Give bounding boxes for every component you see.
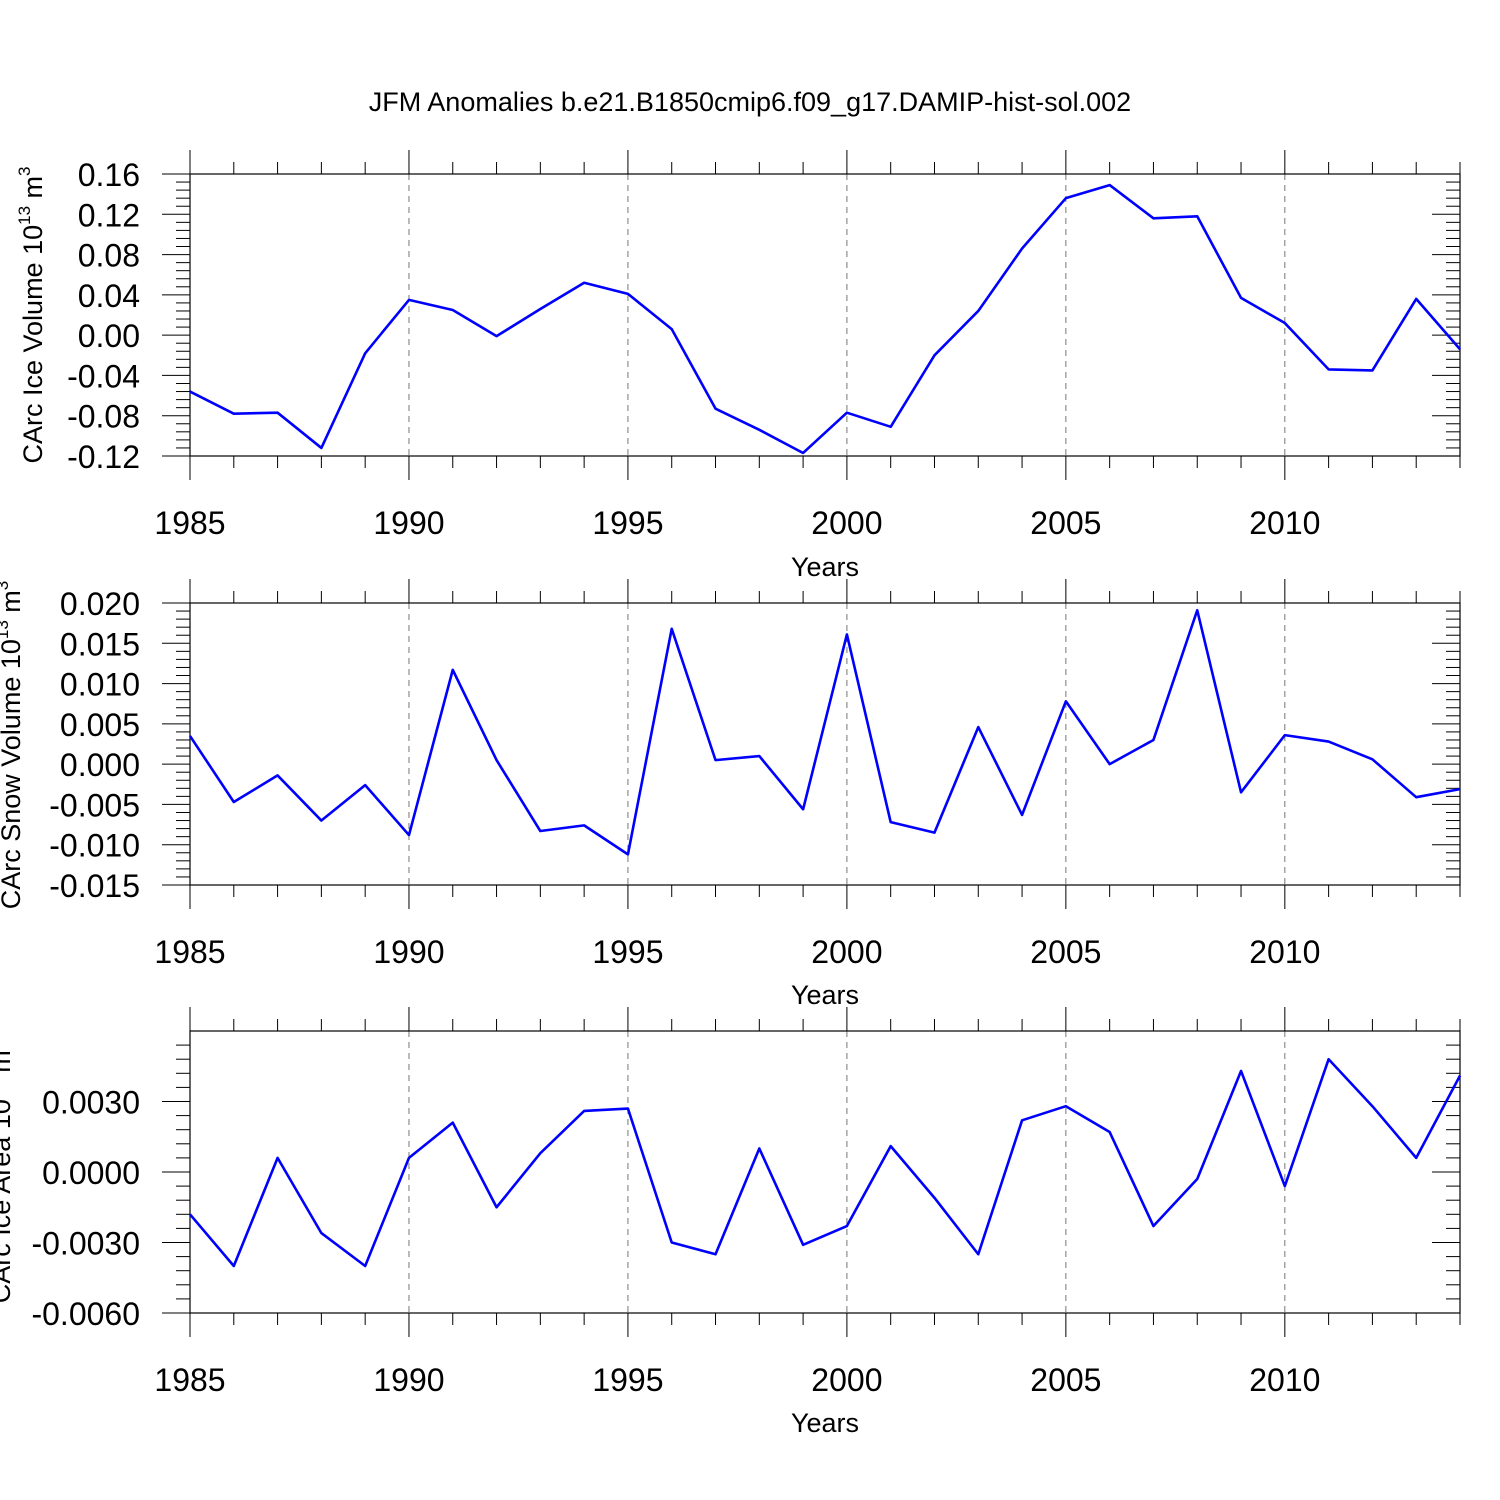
snow-volume-y-axis-label: CArc Snow Volume 1013 m3 xyxy=(0,581,26,910)
ice-area-panel: CArc Ice Area 1013 m2 Years 1985 1990 1995… xyxy=(0,1007,1462,1438)
ice-area-y-tick-label: -0.0030 xyxy=(31,1226,140,1262)
snow-volume-panel: CArc Snow Volume 1013 m3 Years 1985 1990 1… xyxy=(0,579,1461,1010)
snow-volume-x-tick-label: 1995 xyxy=(592,934,663,970)
ice-volume-x-tick-label: 2005 xyxy=(1030,505,1101,541)
snow-volume-x-tick-label: 2005 xyxy=(1030,934,1101,970)
snow-volume-y-tick-label: 0.005 xyxy=(60,707,140,743)
ice-volume-y-axis-label: CArc Ice Volume 1013 m3 xyxy=(15,166,48,463)
ice-volume-x-tick-label: 1985 xyxy=(154,505,225,541)
ice-area-x-tick-label: 1990 xyxy=(373,1362,444,1398)
ice-area-x-tick-label: 1995 xyxy=(592,1362,663,1398)
ice-volume-y-tick-label: 0.00 xyxy=(78,318,140,354)
snow-volume-y-tick-label: 0.015 xyxy=(60,626,140,662)
snow-volume-y-tick-label: 0.020 xyxy=(60,586,140,622)
ice-volume-x-tick-label: 1995 xyxy=(592,505,663,541)
ice-volume-y-tick-label: -0.12 xyxy=(67,439,140,475)
ice-area-x-axis-label: Years xyxy=(791,1408,859,1438)
ice-area-series-line xyxy=(189,1057,1462,1268)
ice-volume-y-tick-label: 0.12 xyxy=(78,197,140,233)
chart-title: JFM Anomalies b.e21.B1850cmip6.f09_g17.D… xyxy=(369,87,1131,117)
snow-volume-y-tick-label: 0.000 xyxy=(60,747,140,783)
snow-volume-x-tick-label: 1990 xyxy=(373,934,444,970)
ice-volume-plot-frame xyxy=(189,173,1461,457)
ice-area-y-tick-label: 0.0000 xyxy=(42,1155,140,1191)
snow-volume-x-tick-label: 2000 xyxy=(811,934,882,970)
snow-volume-y-tick-label: -0.010 xyxy=(49,828,140,864)
ice-volume-panel: CArc Ice Volume 1013 m3 Years 1985 1990 19… xyxy=(15,150,1461,582)
snow-volume-y-tick-label: 0.010 xyxy=(60,667,140,703)
ice-volume-y-tick-label: 0.08 xyxy=(78,238,140,274)
ice-volume-x-tick-label: 2010 xyxy=(1249,505,1320,541)
snow-volume-x-tick-label: 2010 xyxy=(1249,934,1320,970)
ice-area-x-tick-label: 2000 xyxy=(811,1362,882,1398)
snow-volume-series-line xyxy=(188,608,1461,856)
ice-area-x-tick-label: 2010 xyxy=(1249,1362,1320,1398)
snow-volume-plot-frame xyxy=(189,602,1461,886)
snow-volume-y-tick-label: -0.015 xyxy=(49,868,140,904)
ice-area-y-tick-label: -0.0060 xyxy=(31,1296,140,1332)
ice-volume-y-tick-label: -0.04 xyxy=(67,358,140,394)
ice-volume-y-tick-label: 0.16 xyxy=(78,157,140,193)
ice-volume-x-tick-label: 1990 xyxy=(373,505,444,541)
ice-area-plot-frame xyxy=(189,1030,1461,1314)
ice-volume-y-tick-label: 0.04 xyxy=(78,278,140,314)
ice-area-y-axis-label: CArc Ice Area 1013 m2 xyxy=(0,1041,16,1304)
ice-area-x-tick-label: 1985 xyxy=(154,1362,225,1398)
ice-volume-y-tick-label: -0.08 xyxy=(67,399,140,435)
snow-volume-x-axis-label: Years xyxy=(791,980,859,1010)
ice-volume-series-line xyxy=(189,183,1461,455)
ice-area-y-tick-label: 0.0030 xyxy=(42,1085,140,1121)
ice-volume-x-axis-label: Years xyxy=(791,552,859,582)
ice-area-x-tick-label: 2005 xyxy=(1030,1362,1101,1398)
ice-volume-x-tick-label: 2000 xyxy=(811,505,882,541)
snow-volume-x-tick-label: 1985 xyxy=(154,934,225,970)
snow-volume-y-tick-label: -0.005 xyxy=(49,787,140,823)
